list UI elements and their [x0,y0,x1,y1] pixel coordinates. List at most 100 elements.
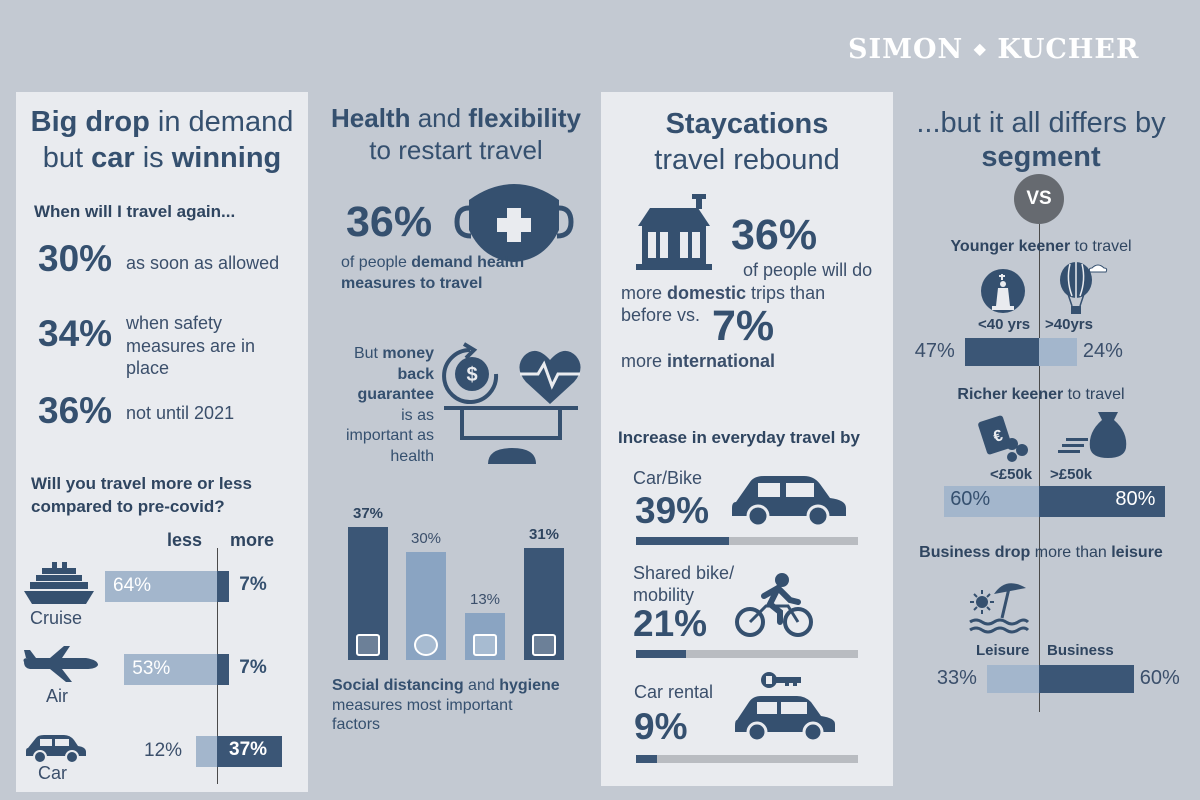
car-icon [26,735,86,764]
factor-value: 13% [469,591,501,609]
svg-text:$: $ [466,364,477,386]
money-back-text: But money back guarantee is as important… [320,344,434,467]
stat-pct: 30% [38,238,113,279]
text-part: hygiene [499,677,560,694]
more-bar [217,654,230,685]
text-part: money [382,345,434,362]
text-part: domestic [667,283,747,303]
col1-title: Big drop in demand but car is winning [16,104,308,176]
question-line: compared to pre-covid? [31,497,225,516]
text-part: is as [401,406,434,424]
row-label: Car [38,763,68,783]
text-part: and [463,677,500,694]
col4-title: ...but it all differs by segment [896,106,1186,174]
text-part: Business drop [919,544,1031,561]
mask-icon [414,634,438,656]
factor-bar [465,613,505,660]
factor-value: 30% [410,530,442,547]
text-part: health [390,447,434,465]
stat-text: when safety measures are in place [126,313,256,378]
text-part: Richer keener [957,386,1064,403]
col3-title: Staycations travel rebound [601,106,893,178]
segment-heading: Younger keener to travel [896,238,1186,256]
item-pct: 39% [635,490,710,531]
health-stat-pct: 36% [346,198,433,246]
factors-footnote: Social distancing and hygiene measures m… [332,676,560,735]
segment-left-bar [964,338,1039,366]
health-stat-text: of people demand health measures to trav… [341,252,524,294]
segment-left-value: 33% [936,667,977,689]
more-label: more [230,530,275,550]
segment-right-label: >40yrs [1045,316,1093,333]
segment-right-value: 60% [1139,667,1180,689]
segment-left-value: 60% [950,488,991,510]
segment-right-value: 80% [1115,488,1156,510]
title-part: winning [171,142,282,174]
segment-left-label: Leisure [976,642,1030,659]
vs-badge: VS [1014,174,1064,224]
item-pct: 9% [634,706,688,747]
title-part: to restart travel [369,135,543,165]
domestic-text: before vs. [621,305,701,325]
car-rental-icon [735,672,835,743]
less-bar [196,736,217,767]
less-bar [124,654,217,685]
brand-logo: SIMON ◆ KUCHER [848,34,1139,65]
house-icon [636,194,712,270]
logo-diamond-icon: ◆ [973,39,987,58]
hot-air-balloon-icon [1060,262,1108,314]
domestic-text: more domestic trips than [621,283,825,304]
text-part: measures most important [332,696,513,714]
progress-track [636,537,858,545]
factor-bar [348,526,388,660]
title-part: flexibility [468,103,581,133]
title-part: segment [981,141,1101,173]
text-part: of people [341,254,412,271]
domestic-text: of people will do [743,260,873,280]
question-more-less: Will you travel more or less compared to… [31,472,252,518]
text-part: more [621,283,668,303]
sanitizer-icon [532,634,556,656]
question-when: When will I travel again... [34,202,236,221]
factor-value: 31% [528,526,560,544]
text-part: international [667,351,776,371]
logo-right: KUCHER [997,34,1140,65]
text-part: But [353,345,383,362]
item-label: Car rental [634,682,714,702]
less-value: 12% [144,740,183,761]
text-part: more than [1030,544,1112,561]
car-icon [732,476,846,528]
stat-pct: 34% [38,313,113,354]
money-bag-icon [1058,412,1127,458]
progress-track [636,755,858,763]
factor-value: 37% [352,504,384,522]
text-part: demand health [411,254,525,271]
title-part: in demand [149,106,294,138]
title-part: is [134,142,172,174]
progress-fill [636,755,658,763]
less-bar [105,571,217,602]
segment-heading: Business drop more than leisure [896,544,1186,562]
segment-right-bar [1039,486,1166,517]
item-pct: 21% [633,603,708,644]
international-text: more international [621,351,775,372]
less-value: 53% [132,658,171,679]
segment-right-bar [1039,665,1134,693]
stat-pct: 36% [38,390,113,431]
text-part: back [397,365,434,383]
international-pct: 7% [712,302,775,350]
text-part: measures to travel [341,275,483,292]
segment-left-label: <40 yrs [978,316,1031,333]
text-part: important as [345,427,434,444]
stat-text: not until 2021 [126,403,235,423]
progress-track [636,650,858,658]
text-part: trips than [746,283,826,303]
less-value: 64% [113,575,152,596]
more-value: 37% [229,739,268,760]
title-part: ...but it all differs by [916,107,1166,139]
title-part: Health [331,103,411,133]
title-part: Staycations [665,108,829,140]
face-mask-icon [454,184,574,262]
progress-fill [636,650,686,658]
segment-left-bar [944,486,1039,517]
